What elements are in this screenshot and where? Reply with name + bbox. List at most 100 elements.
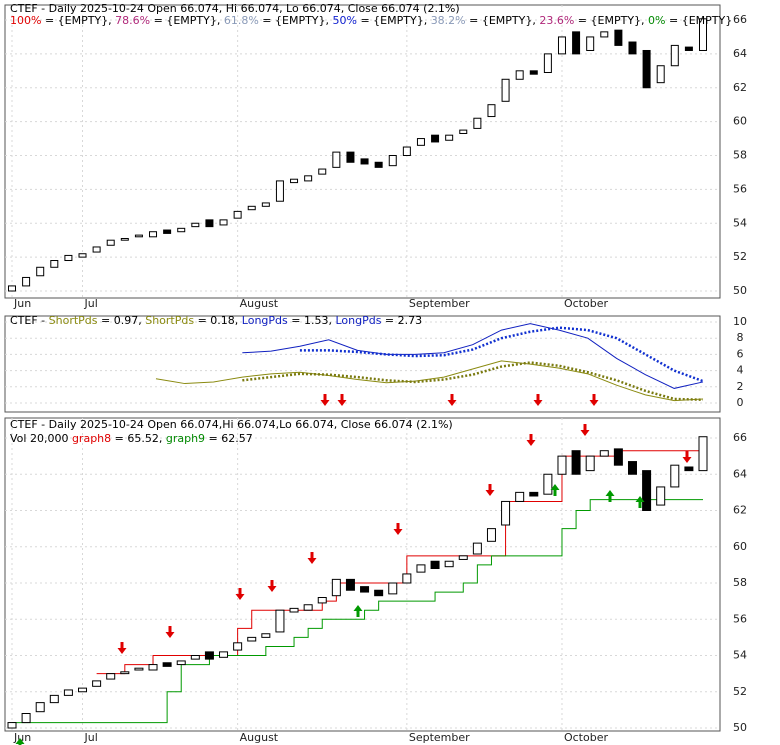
sell-arrow [320, 394, 330, 406]
title-part: CTEF - Daily 2025-10-24 Open 66.074,Hi 6… [10, 418, 453, 431]
candle [149, 231, 158, 238]
candle [599, 450, 609, 457]
candle [134, 667, 144, 671]
sell-arrow [235, 588, 245, 600]
candle [318, 168, 327, 175]
candle [78, 687, 88, 693]
y-tick-label: 10 [733, 315, 747, 328]
candle [374, 161, 383, 168]
title-part: = {EMPTY}, [357, 14, 431, 27]
x-tick-label: October [564, 731, 608, 744]
y-tick-label: 66 [733, 13, 747, 26]
y-tick-label: 54 [733, 649, 747, 662]
title-part: = {EMPTY} [665, 14, 732, 27]
candle [698, 436, 708, 472]
sell-arrow [485, 484, 495, 496]
indicator-line [242, 323, 704, 389]
title-part: = 0.18, [194, 314, 242, 327]
y-tick-label: 52 [733, 250, 747, 263]
buy-arrow [635, 496, 645, 508]
sell-arrow [533, 394, 543, 406]
x-tick-label: September [409, 297, 470, 310]
title-part: CTEF - [10, 314, 49, 327]
candle [557, 36, 566, 55]
title-part: ShortPds [145, 314, 194, 327]
candle [486, 528, 496, 542]
candle [557, 455, 567, 475]
sell-arrow [117, 642, 127, 654]
title-part: = {EMPTY}, [466, 14, 540, 27]
sell-arrow [393, 523, 403, 535]
candle [8, 285, 16, 292]
panel-title: 100% = {EMPTY}, 78.6% = {EMPTY}, 61.8% =… [10, 14, 732, 27]
candle [543, 473, 553, 495]
title-part: 61.8% [224, 14, 259, 27]
sell-arrow [165, 626, 175, 638]
candle [177, 227, 186, 233]
candle [78, 253, 87, 258]
candle [627, 461, 637, 475]
title-part: graph8 [72, 432, 111, 445]
price-panel-frame [4, 4, 721, 299]
candle [22, 276, 31, 287]
candle [275, 180, 284, 202]
candle [600, 31, 609, 38]
signal-panel-frame [4, 417, 721, 732]
candle [416, 138, 425, 146]
candle [431, 134, 440, 143]
candle [190, 655, 200, 660]
candle [472, 542, 482, 555]
candle [120, 671, 130, 675]
candle [219, 219, 228, 226]
y-tick-label: 6 [737, 347, 744, 360]
sell-arrow [526, 434, 536, 446]
candle [162, 662, 172, 667]
candle [543, 53, 552, 74]
candle [36, 266, 45, 277]
candle [374, 589, 384, 597]
candle [684, 46, 693, 51]
candle [331, 578, 341, 597]
y-tick-label: 50 [733, 721, 747, 734]
x-tick-label: Jul [84, 297, 98, 310]
candle [275, 609, 285, 633]
title-part: = {EMPTY}, [150, 14, 224, 27]
candle [205, 219, 214, 228]
title-part: CTEF - Daily 2025-10-24 Open 66.074, Hi … [10, 2, 460, 15]
title-part: = 65.52, [111, 432, 166, 445]
title-part: LongPds [335, 314, 381, 327]
candle [92, 246, 101, 253]
indicator-line [155, 360, 704, 402]
x-tick-label: August [240, 297, 279, 310]
candle [303, 604, 313, 611]
title-part: = {EMPTY}, [259, 14, 333, 27]
candle [402, 146, 411, 156]
x-tick-label: September [409, 731, 470, 744]
y-tick-label: 62 [733, 81, 747, 94]
candle [515, 70, 524, 80]
candle [247, 205, 256, 211]
candle [92, 680, 102, 687]
candle [445, 134, 454, 141]
candle [204, 651, 214, 660]
step-line [96, 450, 703, 675]
y-tick-label: 64 [733, 467, 747, 480]
y-tick-label: 56 [733, 612, 747, 625]
candle [317, 597, 327, 604]
x-tick-label: Jun [13, 731, 31, 744]
sell-arrow [682, 451, 692, 463]
candle [501, 78, 510, 102]
title-part: Vol 20,000 [10, 432, 72, 445]
candle [120, 237, 129, 241]
sell-arrow [447, 394, 457, 406]
title-part: = {EMPTY}, [41, 14, 115, 27]
title-part: = 62.57 [205, 432, 253, 445]
candle [388, 155, 397, 167]
candle [106, 673, 116, 680]
title-part: 0% [648, 14, 665, 27]
title-part: = 1.53, [288, 314, 336, 327]
candle [416, 564, 426, 573]
candle [670, 44, 679, 67]
indicator-line [299, 326, 704, 383]
